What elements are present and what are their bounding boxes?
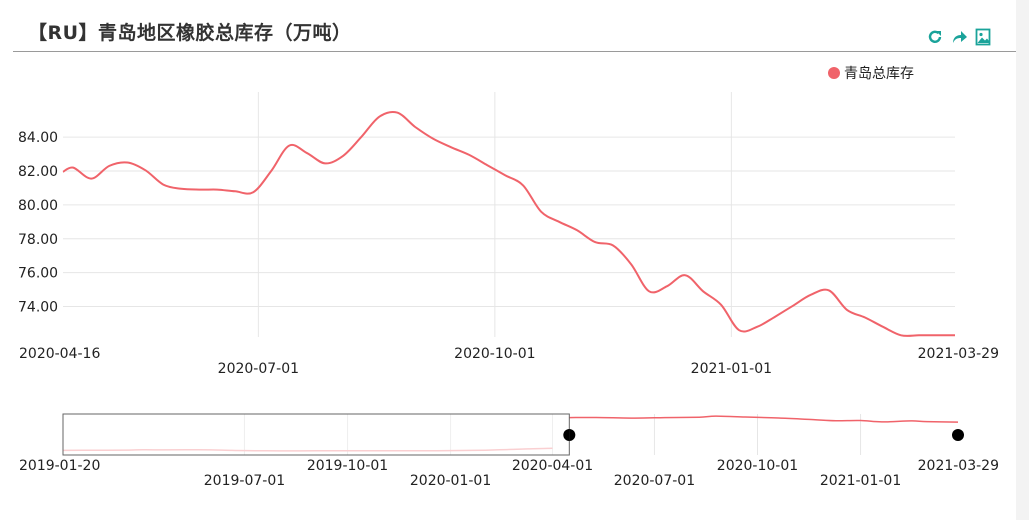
navigator-tick-label: 2020-07-01	[614, 473, 695, 489]
legend-marker	[828, 67, 840, 79]
refresh-icon[interactable]	[926, 28, 944, 46]
share-arrow-icon[interactable]	[950, 28, 968, 46]
y-tick-label: 84.00	[18, 130, 58, 146]
navigator-left-handle-cap[interactable]	[569, 429, 576, 441]
navigator-overview-line	[62, 447, 553, 452]
navigator-tick-label: 2020-10-01	[717, 458, 798, 474]
save-image-icon[interactable]	[974, 28, 992, 46]
navigator-left-handle[interactable]	[563, 429, 570, 441]
series-line-qingdao-total	[62, 110, 955, 337]
x-tick-label: 2021-01-01	[691, 361, 772, 377]
y-tick-label: 76.00	[18, 266, 58, 282]
navigator-tick-label: 2021-01-01	[820, 473, 901, 489]
y-tick-label: 74.00	[18, 300, 58, 316]
x-tick-label: 2020-04-16	[19, 346, 100, 362]
navigator-tick-label: 2019-10-01	[307, 458, 388, 474]
x-tick-label: 2020-10-01	[454, 346, 535, 362]
chart-toolbox	[926, 28, 992, 46]
y-tick-label: 82.00	[18, 164, 58, 180]
x-tick-label: 2021-03-29	[918, 346, 999, 362]
legend-label: 青岛总库存	[844, 66, 914, 82]
navigator-right-handle-cap[interactable]	[958, 429, 964, 441]
navigator-window[interactable]	[62, 413, 570, 456]
chart-title: 【RU】青岛地区橡胶总库存（万吨）	[28, 22, 352, 44]
legend-item[interactable]: 青岛总库存	[828, 63, 914, 83]
navigator-selected-line	[569, 415, 959, 423]
navigator-tick-label: 2020-04-01	[512, 458, 593, 474]
navigator-tick-label: 2019-07-01	[204, 473, 285, 489]
y-tick-label: 80.00	[18, 198, 58, 214]
navigator-right-handle[interactable]	[952, 429, 958, 441]
navigator-tick-label: 2019-01-20	[19, 458, 100, 474]
x-tick-label: 2020-07-01	[218, 361, 299, 377]
navigator-tick-label: 2021-03-29	[918, 458, 999, 474]
navigator-tick-label: 2020-01-01	[410, 473, 491, 489]
y-tick-label: 78.00	[18, 232, 58, 248]
title-divider	[13, 51, 1016, 52]
